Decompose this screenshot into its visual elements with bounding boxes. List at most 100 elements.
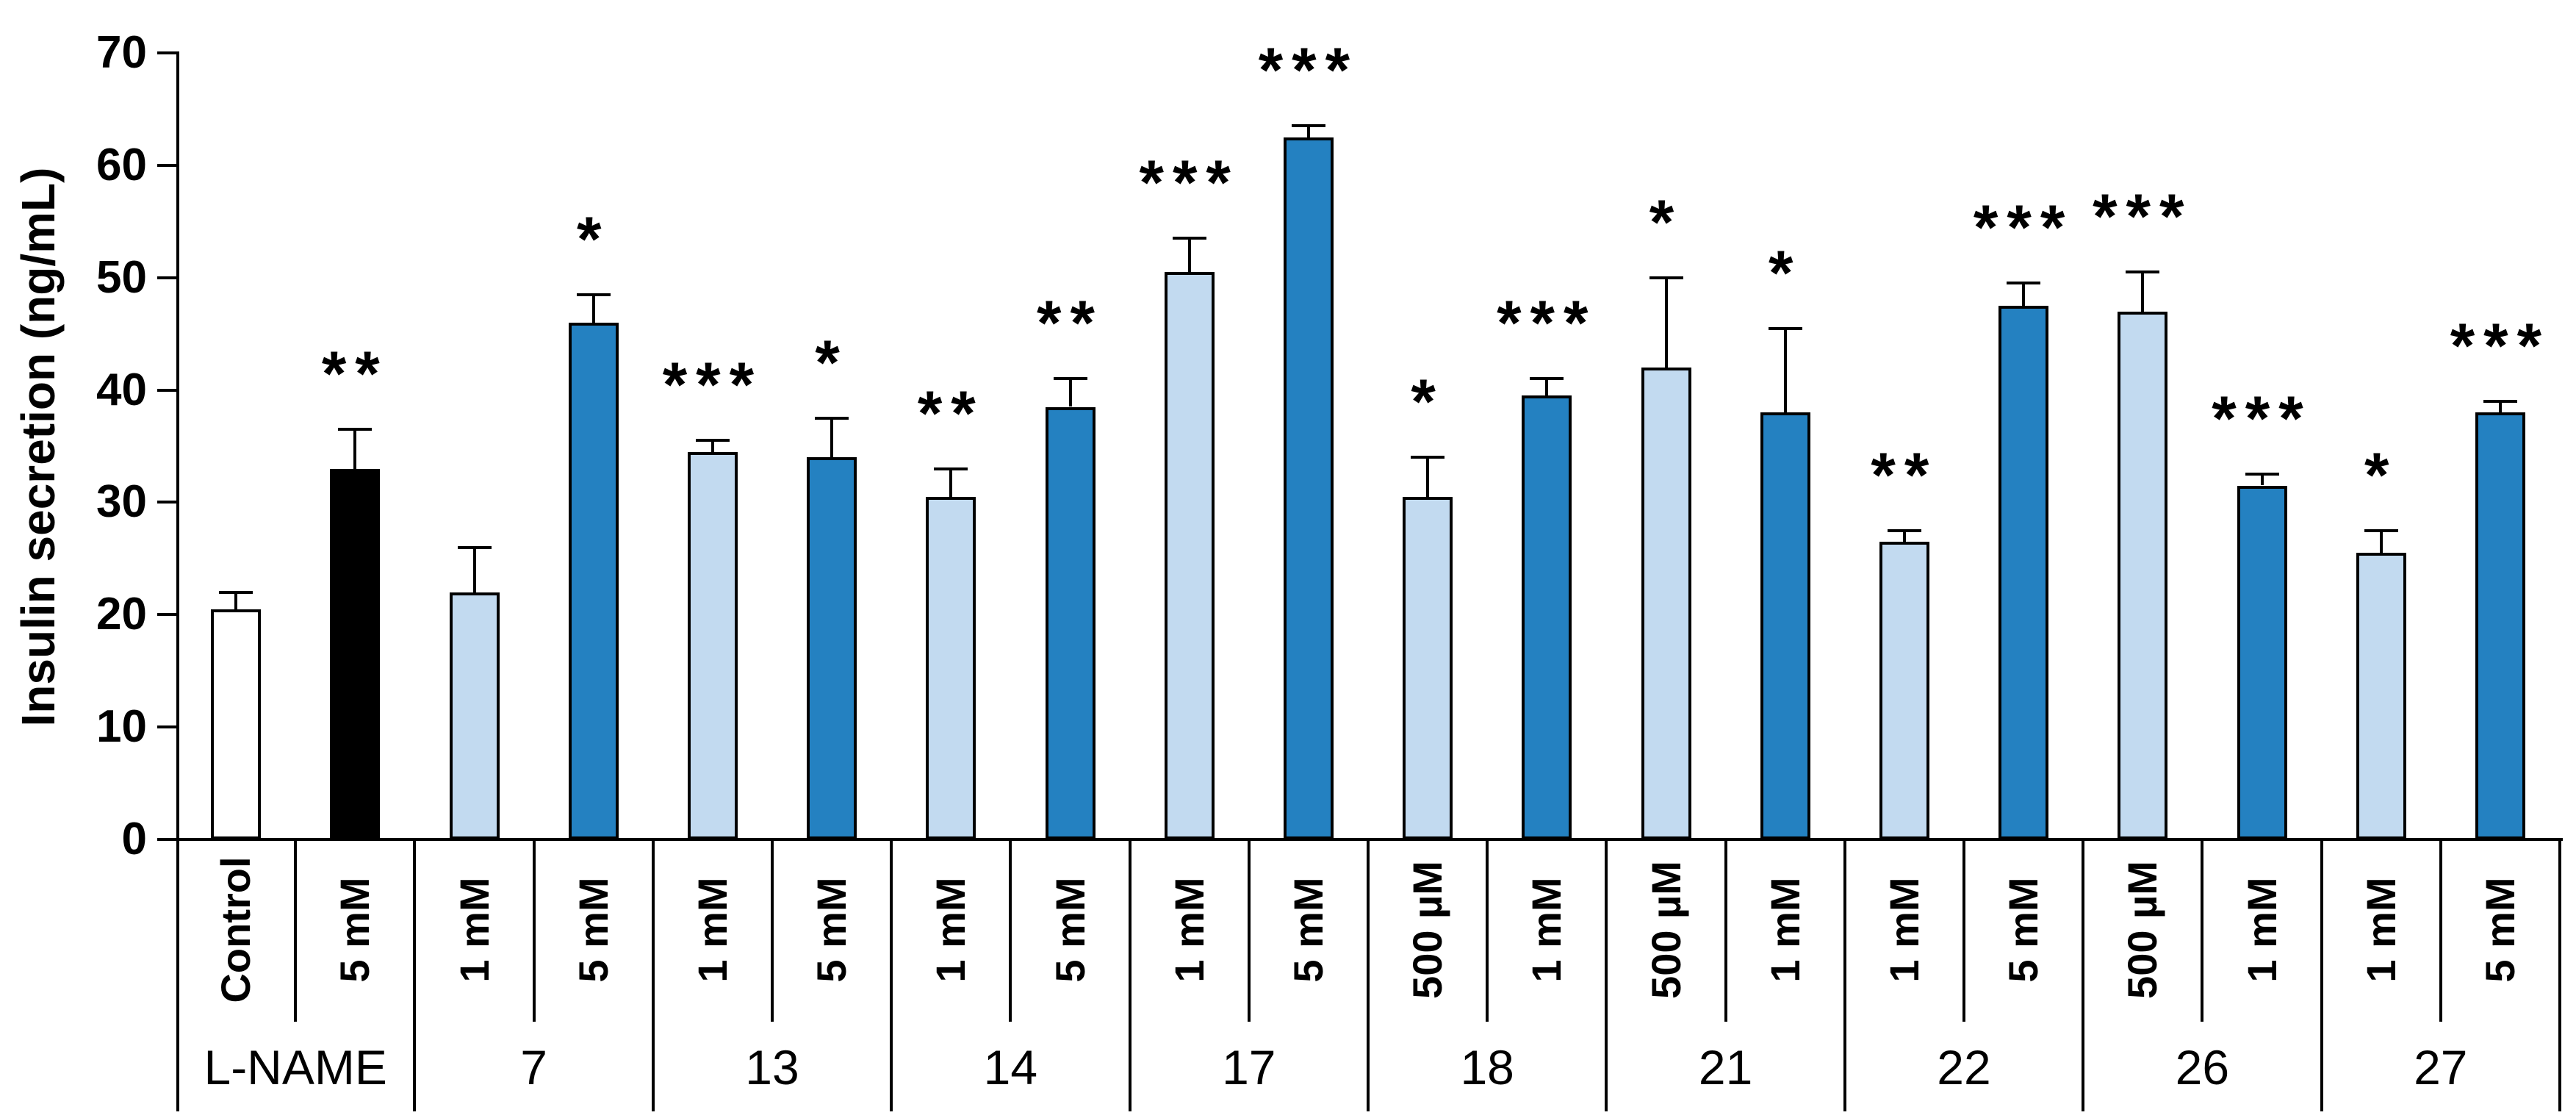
y-tick-label: 10 [96, 701, 147, 753]
error-bar-line [2022, 283, 2026, 306]
error-bar-line [2498, 401, 2502, 413]
y-tick-mark [157, 388, 176, 392]
x-category-label: 1 mM [927, 877, 974, 983]
error-bar-cap [1291, 124, 1325, 128]
x-category-label: Control [212, 856, 259, 1003]
bar [330, 468, 381, 839]
group-separator [413, 839, 417, 1111]
error-bar-line [1902, 530, 1906, 542]
significance-stars: ** [1037, 288, 1104, 359]
bar [1522, 395, 1572, 839]
bar [687, 451, 738, 839]
error-bar-cap [2364, 528, 2398, 532]
bar [2475, 412, 2525, 839]
x-category-label: 5 mM [331, 877, 378, 983]
x-category-label: 1 mM [1523, 877, 1570, 983]
category-separator [771, 839, 774, 1022]
bar [1998, 305, 2049, 839]
x-category-label: 5 mM [1046, 877, 1093, 983]
significance-stars: ** [1871, 440, 1938, 511]
error-bar-line [949, 468, 953, 497]
significance-stars: *** [1139, 148, 1240, 219]
bar [926, 496, 976, 839]
category-separator [1962, 839, 1965, 1022]
bar [1164, 272, 1215, 839]
significance-stars: *** [1497, 288, 1597, 359]
x-category-label: 500 µM [2119, 861, 2166, 999]
group-label: 21 [1698, 1040, 1753, 1094]
x-category-label: 1 mM [1880, 877, 1927, 983]
y-tick-mark [157, 501, 176, 504]
error-bar-cap [576, 293, 611, 296]
error-bar-cap [2483, 399, 2517, 403]
bar [2118, 311, 2168, 839]
significance-stars: * [1411, 367, 1444, 438]
bar [2237, 485, 2287, 839]
significance-stars: *** [2212, 384, 2312, 455]
bar [211, 609, 262, 839]
bar [1760, 412, 1810, 839]
bar [2356, 553, 2406, 839]
significance-stars: * [815, 327, 849, 398]
x-category-label: 1 mM [688, 877, 735, 983]
bar [449, 592, 500, 839]
y-tick-mark [157, 51, 176, 54]
group-separator [2320, 839, 2323, 1111]
x-category-label: 1 mM [450, 877, 497, 983]
x-category-label: 5 mM [1284, 877, 1331, 983]
x-category-label: 5 mM [808, 877, 855, 983]
x-category-label: 1 mM [1761, 877, 1808, 983]
category-separator [532, 839, 536, 1022]
error-bar-cap [695, 439, 730, 442]
error-bar-line [472, 547, 476, 592]
y-tick-label: 50 [96, 251, 147, 303]
group-label: 13 [745, 1040, 799, 1094]
error-bar-line [1783, 328, 1787, 413]
error-bar-cap [934, 467, 968, 470]
y-tick-mark [157, 276, 176, 279]
group-separator [2082, 839, 2085, 1111]
error-bar-cap [1887, 528, 1921, 532]
significance-stars: * [2364, 440, 2398, 511]
error-bar-line [2141, 272, 2145, 312]
y-tick-label: 30 [96, 476, 147, 528]
error-bar-cap [1172, 237, 1206, 240]
bar [1045, 406, 1095, 839]
significance-stars: * [1649, 187, 1683, 258]
error-bar-line [353, 429, 357, 469]
x-category-label: 1 mM [2238, 877, 2285, 983]
significance-stars: ** [321, 339, 389, 410]
y-tick-label: 20 [96, 589, 147, 640]
group-label: 22 [1937, 1040, 1991, 1094]
category-separator [1486, 839, 1489, 1022]
y-tick-label: 0 [121, 814, 147, 864]
error-bar-line [1306, 126, 1310, 137]
group-separator [1367, 839, 1370, 1111]
y-tick-mark [157, 838, 176, 841]
x-category-label: 500 µM [1642, 861, 1689, 999]
error-bar-line [710, 440, 714, 452]
category-separator [2201, 839, 2204, 1022]
error-bar-cap [1053, 377, 1087, 381]
y-tick-mark [157, 613, 176, 617]
significance-stars: * [1768, 237, 1802, 309]
group-separator [2558, 839, 2561, 1111]
error-bar-cap [1530, 377, 1564, 381]
error-bar-cap [1411, 456, 1445, 459]
error-bar-line [591, 294, 595, 323]
error-bar-line [1187, 238, 1191, 273]
significance-stars: *** [1973, 193, 2074, 264]
error-bar-cap [338, 428, 373, 431]
group-label: L-NAME [204, 1040, 387, 1094]
error-bar-cap [2007, 282, 2041, 285]
error-bar-line [1068, 379, 1072, 407]
error-bar-line [830, 418, 834, 458]
significance-stars: *** [2093, 182, 2193, 253]
group-separator [890, 839, 893, 1111]
y-axis-title: Insulin secretion (ng/mL) [12, 167, 65, 727]
group-label: 26 [2175, 1040, 2230, 1094]
category-separator [294, 839, 298, 1022]
error-bar-cap [2245, 473, 2279, 476]
error-bar-line [1545, 379, 1549, 396]
